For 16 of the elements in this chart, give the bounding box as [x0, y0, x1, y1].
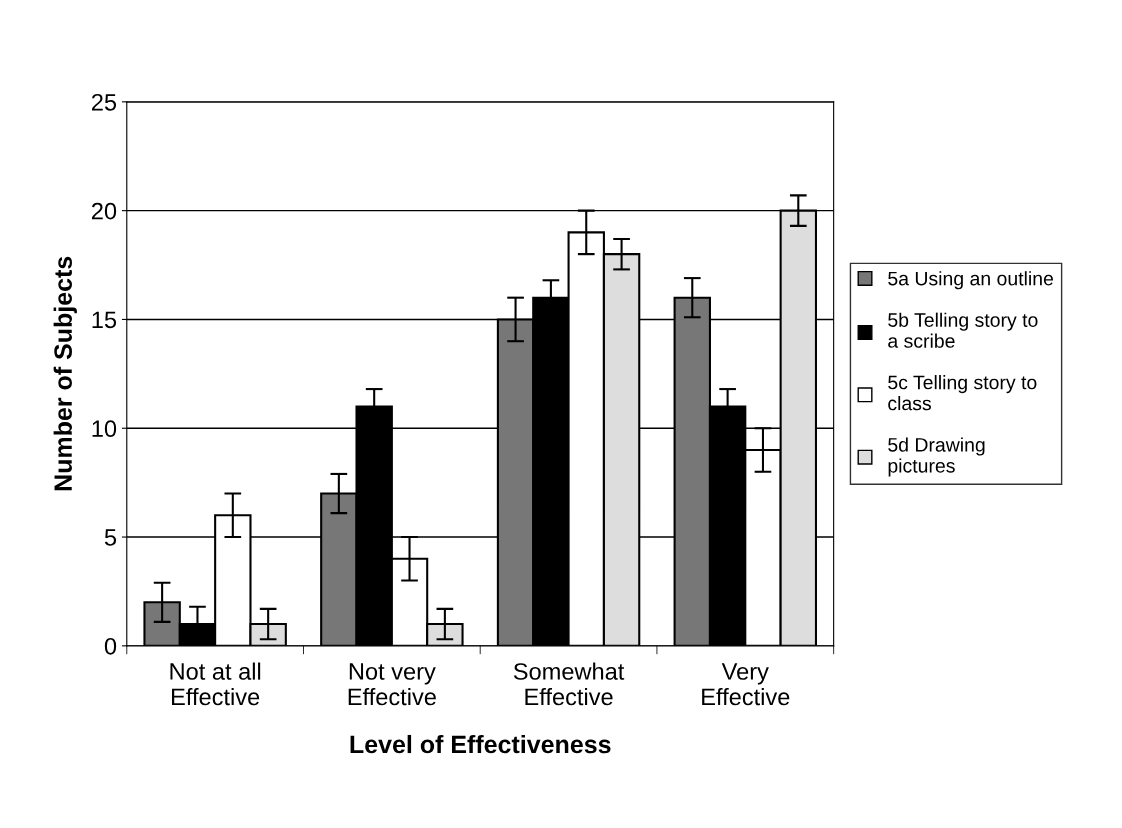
- y-tick-label: 5: [104, 529, 117, 546]
- y-tick-label: 0: [104, 637, 117, 655]
- y-tick-label: 10: [92, 420, 117, 438]
- y-tick-label: 25: [91, 93, 117, 111]
- x-tick-label: Not at all Effective: [170, 662, 261, 706]
- y-tick-label: 15: [92, 311, 117, 329]
- legend-label: 5b Telling story to a scribe: [888, 312, 1038, 348]
- x-tick-label: Somewhat Effective: [513, 662, 625, 706]
- y-axis-title: Number of Subjects: [53, 256, 77, 491]
- x-tick-label: Not very Effective: [348, 663, 436, 706]
- x-axis-title: Level of Effectiveness: [350, 734, 611, 754]
- legend-label: 5d Drawing pictures: [888, 437, 985, 477]
- legend-label: 5a Using an outline: [888, 271, 1053, 290]
- x-tick-label: Very Effective: [702, 663, 790, 706]
- legend-label: 5c Telling story to class: [888, 375, 1037, 411]
- y-tick-label: 20: [91, 202, 117, 220]
